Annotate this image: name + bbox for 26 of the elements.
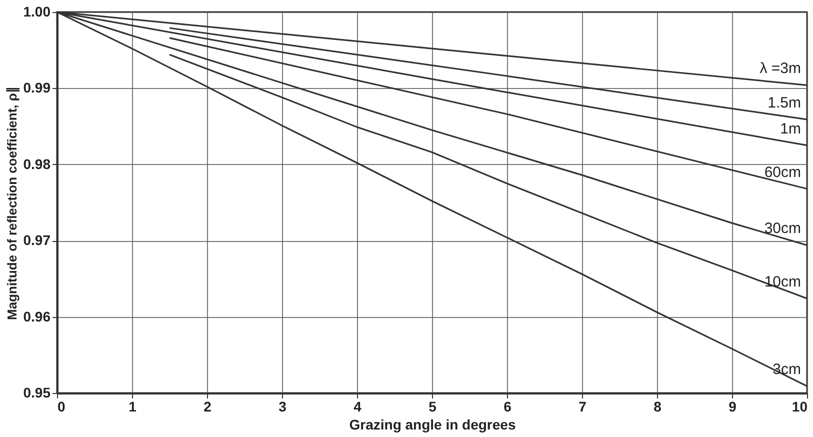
- x-tick-label: 0: [58, 398, 66, 414]
- x-tick-label: 10: [792, 398, 808, 414]
- series-label: 60cm: [764, 164, 801, 181]
- x-tick-label: 9: [728, 398, 737, 414]
- y-tick-label: 0.95: [23, 384, 51, 400]
- x-tick-label: 2: [204, 398, 212, 414]
- y-tick-label: 0.99: [23, 80, 51, 96]
- x-tick-label: 4: [354, 398, 362, 414]
- x-tick-label: 1: [128, 398, 137, 414]
- series-label: λ =3m: [760, 60, 801, 78]
- y-tick-label: 0.98: [23, 156, 51, 172]
- series-label: 30cm: [764, 220, 801, 238]
- y-tick-label: 0.97: [23, 232, 51, 248]
- x-tick-label: 3: [278, 398, 287, 414]
- x-tick-label: 5: [428, 398, 437, 414]
- x-tick-label: 6: [504, 398, 512, 414]
- series-label: 1.5m: [768, 94, 801, 112]
- y-tick-label: 0.96: [23, 308, 51, 324]
- x-tick-label: 8: [654, 398, 662, 414]
- x-tick-label: 7: [578, 398, 587, 414]
- x-axis-title: Grazing angle in degrees: [349, 416, 516, 432]
- y-axis-title: Magnitude of reflection coefficient, ρ∥: [4, 86, 20, 320]
- y-tick-label: 1.00: [23, 4, 51, 20]
- series-label: 1m: [780, 120, 801, 138]
- series-label: 10cm: [764, 274, 801, 291]
- series-label: 3cm: [772, 361, 801, 378]
